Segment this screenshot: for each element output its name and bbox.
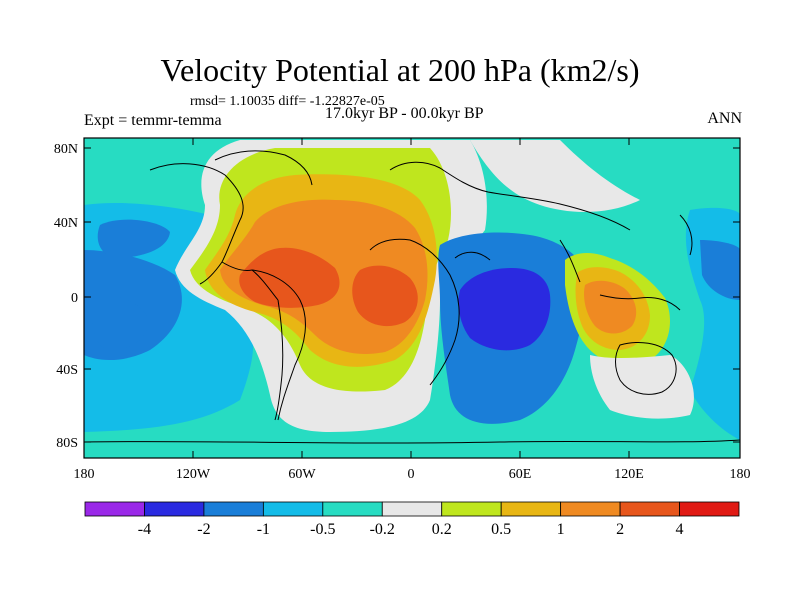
contour-field bbox=[84, 138, 740, 458]
longitude-axis: 180 120W 60W 0 60E 120E 180 bbox=[74, 138, 751, 482]
colorbar-label: 1 bbox=[557, 521, 565, 538]
lon-tick-label: 60E bbox=[509, 467, 532, 482]
coastlines bbox=[84, 150, 740, 444]
colorbar-swatch bbox=[144, 501, 205, 517]
colorbar-label: -1 bbox=[257, 521, 270, 538]
lon-tick-label: 0 bbox=[408, 467, 415, 482]
colorbar-label: 4 bbox=[676, 521, 684, 538]
experiment-label: Expt = temmr-temma bbox=[84, 112, 222, 129]
season-label: ANN bbox=[707, 110, 742, 127]
lon-tick-label: 60W bbox=[288, 467, 316, 482]
colorbar-swatch bbox=[619, 501, 680, 517]
colorbar-label: -2 bbox=[197, 521, 210, 538]
lon-tick-label: 120W bbox=[176, 467, 211, 482]
colorbar-swatch bbox=[500, 501, 562, 517]
colorbar-swatch bbox=[441, 501, 502, 517]
lat-tick-label: 80S bbox=[56, 436, 78, 451]
map-title: Velocity Potential at 200 hPa (km2/s) bbox=[160, 52, 640, 88]
colorbar-label: -0.2 bbox=[370, 521, 395, 538]
colorbar-swatch bbox=[262, 501, 324, 517]
latitude-axis: 80N 40N 0 40S 80S bbox=[54, 142, 740, 451]
lat-tick-label: 40N bbox=[54, 216, 78, 231]
colorbar-swatch bbox=[679, 501, 740, 517]
map-frame bbox=[83, 137, 741, 459]
colorbar-swatch bbox=[84, 501, 145, 517]
stats-label: rmsd= 1.10035 diff= -1.22827e-05 bbox=[190, 94, 385, 109]
colorbar-swatch bbox=[560, 501, 621, 517]
colorbar-swatch bbox=[322, 501, 383, 517]
lon-tick-label: 180 bbox=[74, 467, 95, 482]
colorbar-label: 0.2 bbox=[432, 521, 452, 538]
lon-tick-label: 180 bbox=[730, 467, 751, 482]
lon-tick-label: 120E bbox=[614, 467, 644, 482]
colorbar-swatch bbox=[381, 501, 443, 517]
lat-tick-label: 80N bbox=[54, 142, 78, 157]
colorbar: -4 -2 -1 -0.5 -0.2 0.2 0.5 1 2 4 bbox=[84, 501, 740, 538]
colorbar-label: 0.5 bbox=[491, 521, 511, 538]
period-label: 17.0kyr BP - 00.0kyr BP bbox=[325, 105, 484, 122]
colorbar-label: -4 bbox=[138, 521, 151, 538]
lat-tick-label: 40S bbox=[56, 363, 78, 378]
colorbar-label: -0.5 bbox=[310, 521, 335, 538]
lat-tick-label: 0 bbox=[71, 291, 78, 306]
colorbar-label: 2 bbox=[616, 521, 624, 538]
colorbar-swatch bbox=[203, 501, 264, 517]
